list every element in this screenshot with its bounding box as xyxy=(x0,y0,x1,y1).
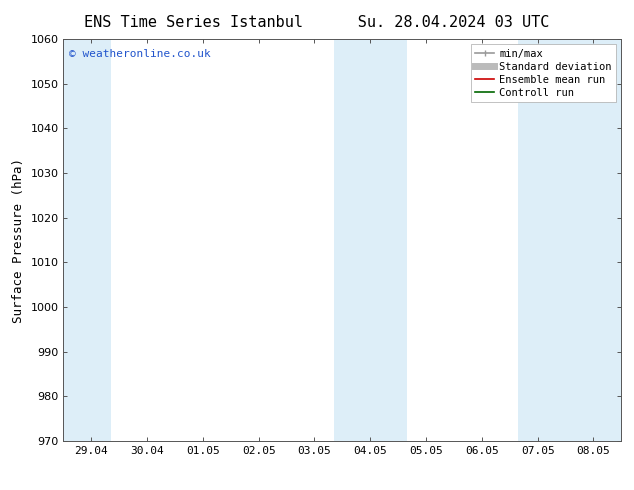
Text: ENS Time Series Istanbul      Su. 28.04.2024 03 UTC: ENS Time Series Istanbul Su. 28.04.2024 … xyxy=(84,15,550,30)
Bar xyxy=(334,39,406,441)
Bar xyxy=(63,39,111,441)
Text: © weatheronline.co.uk: © weatheronline.co.uk xyxy=(69,49,210,59)
Bar xyxy=(518,39,621,441)
Y-axis label: Surface Pressure (hPa): Surface Pressure (hPa) xyxy=(12,158,25,322)
Legend: min/max, Standard deviation, Ensemble mean run, Controll run: min/max, Standard deviation, Ensemble me… xyxy=(471,45,616,102)
